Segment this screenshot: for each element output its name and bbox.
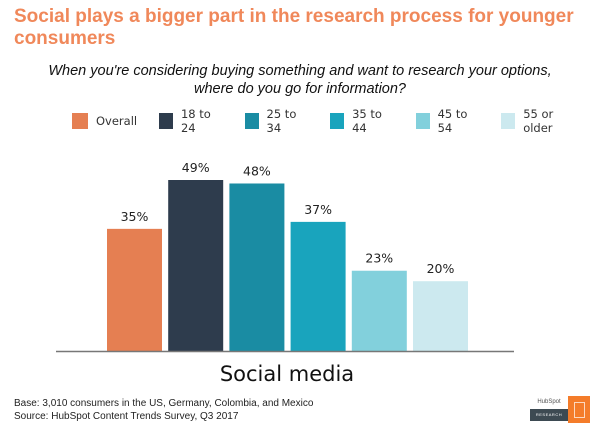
legend: Overall 18 to 24 25 to 34 35 to 44 45 to… [72,107,600,135]
value-label: 20% [427,261,455,276]
legend-item-18-to-24: 18 to 24 [159,107,223,135]
value-label: 48% [243,163,271,178]
logo-icon [568,396,590,423]
legend-swatch [159,113,173,129]
legend-label: 25 to 34 [266,107,297,135]
base-note: Base: 3,010 consumers in the US, Germany… [14,398,314,409]
legend-swatch [72,113,88,129]
legend-item-45-to-54: 45 to 54 [415,107,480,135]
value-label: 49% [182,160,210,175]
legend-swatch [501,113,516,129]
legend-label: Overall [96,114,138,128]
legend-item-25-to-34: 25 to 34 [244,107,309,135]
value-label: 37% [304,202,332,217]
legend-label: 45 to 54 [437,107,468,135]
bar-overall [107,228,162,351]
category-label: Social media [220,362,354,386]
legend-label: 55 or older [523,107,554,135]
legend-item-55-or-older: 55 or older [501,107,578,135]
source-note: Source: HubSpot Content Trends Survey, Q… [14,410,239,422]
legend-label: 18 to 24 [180,107,211,135]
legend-swatch [330,113,345,129]
legend-item-overall: Overall [72,113,137,129]
bar-18-to-24 [168,180,224,351]
bar-55-or-older [413,281,468,351]
legend-label: 35 to 44 [352,107,382,135]
hubspot-research-logo: HubSpot RESEARCH [530,396,590,424]
footnote: Base: 3,010 consumers in the US, Germany… [14,398,313,423]
bar-45-to-54 [351,270,407,351]
value-label: 35% [121,209,149,224]
legend-swatch [244,113,259,129]
bar-25-to-34 [229,183,285,351]
chart-title: Social plays a bigger part in the resear… [14,6,574,49]
legend-item-35-to-44: 35 to 44 [330,107,394,135]
logo-label: RESEARCH [530,409,568,421]
bars-group: 35% 49% 48% 37% 23% 20% [107,160,468,351]
chart-question: When you're considering buying something… [48,63,552,97]
bar-35-to-44 [290,221,346,351]
logo-brand: HubSpot [537,399,561,405]
legend-swatch [415,113,430,129]
value-label: 23% [365,251,393,266]
